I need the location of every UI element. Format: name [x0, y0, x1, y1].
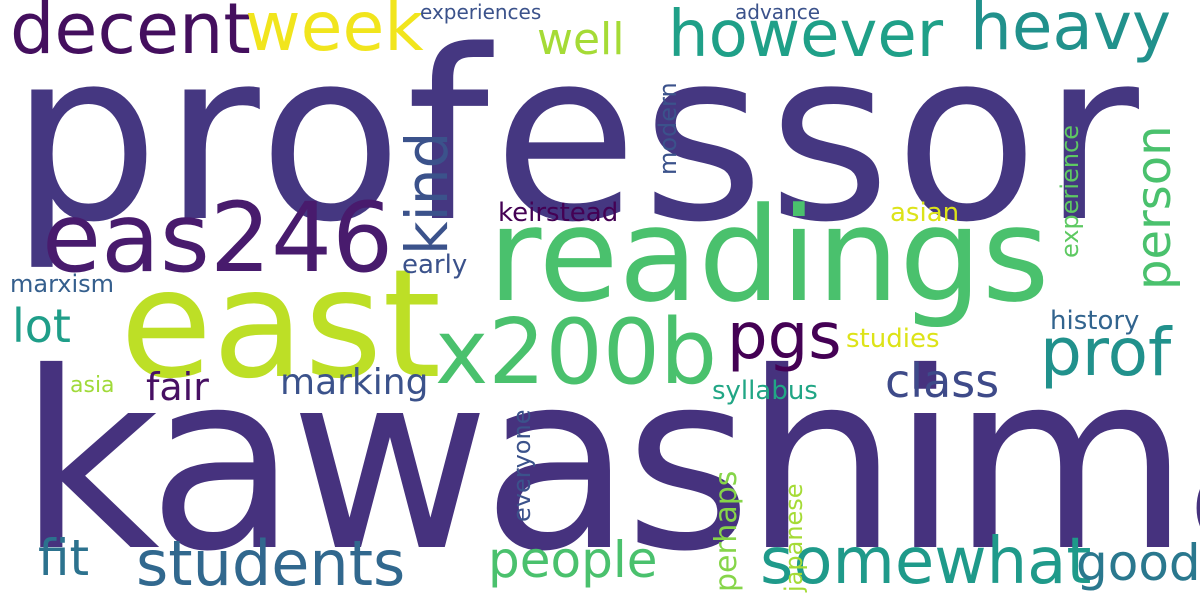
word-decent: decent — [10, 0, 251, 70]
word-person: person — [1126, 125, 1182, 290]
word-japanese: japanese — [780, 483, 808, 592]
word-eas246: eas246 — [42, 182, 394, 294]
word-people: people — [488, 531, 658, 589]
word-fair: fair — [146, 365, 209, 409]
word-syllabus: syllabus — [712, 376, 818, 406]
word-everyone: everyone — [508, 409, 536, 522]
word-good: good — [1076, 534, 1200, 592]
word-students: students — [136, 527, 406, 600]
word-lot: lot — [12, 299, 71, 353]
word-kind: kind — [393, 131, 461, 255]
word-marxism: marxism — [10, 270, 115, 298]
word-early: early — [402, 250, 468, 280]
word-experience: experience — [1056, 124, 1084, 258]
word-heavy: heavy — [970, 0, 1171, 65]
word-asia: asia — [70, 373, 115, 398]
word-well: well — [537, 14, 625, 65]
word-marking: marking — [280, 362, 429, 403]
word-somewhat: somewhat — [760, 525, 1092, 599]
word-kawashima: kawashima — [18, 320, 1200, 600]
word-class: class — [885, 354, 1000, 408]
word-advance: advance — [735, 0, 821, 24]
word-fit: fit — [38, 529, 90, 587]
word-perhaps: perhaps — [709, 470, 744, 592]
word-pgs: pgs — [727, 300, 842, 374]
word-week: week — [245, 0, 424, 67]
word-however: however — [668, 0, 943, 72]
word-modern: modern — [654, 82, 682, 175]
word-experiences: experiences — [420, 0, 542, 24]
word-x200b: x200b — [435, 300, 718, 405]
word-asian: asian — [890, 198, 960, 228]
word-studies: studies — [846, 324, 940, 354]
word-history: history — [1050, 306, 1140, 336]
word-readings: readings — [488, 179, 1050, 331]
word-prof: prof — [1040, 314, 1172, 391]
word-east: east — [120, 238, 442, 412]
word-professor: professor — [10, 1, 1143, 274]
word-keirstead: keirstead — [498, 198, 619, 228]
